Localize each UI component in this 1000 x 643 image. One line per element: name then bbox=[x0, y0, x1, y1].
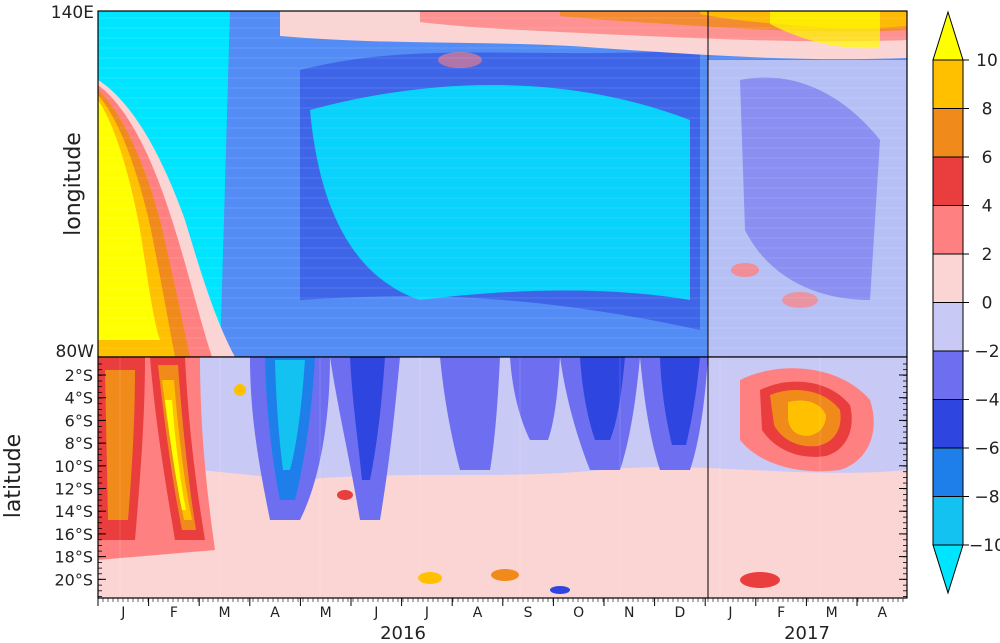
colorbar-bottom-triangle bbox=[932, 544, 964, 595]
month-label: D bbox=[675, 605, 686, 621]
top-y-top-label: 140E bbox=[51, 3, 94, 23]
year-label: 2016 bbox=[380, 623, 426, 643]
lat-tick-label: 4°S bbox=[65, 389, 93, 408]
colorbar-tick-label: −6 bbox=[974, 439, 999, 459]
colorbar-swatch bbox=[932, 496, 964, 546]
colorbar-tick-label: 10 bbox=[976, 51, 998, 71]
lat-tick-label: 20°S bbox=[54, 570, 93, 589]
top-heatmap-field bbox=[98, 11, 907, 357]
bottom-y-axis-title: latitude bbox=[1, 434, 26, 518]
month-label: J bbox=[424, 605, 429, 621]
lat-tick-label: 16°S bbox=[54, 525, 93, 544]
top-y-axis-title: longitude bbox=[61, 132, 86, 236]
colorbar-tick-label: 0 bbox=[982, 294, 993, 314]
colorbar-swatch bbox=[932, 205, 964, 255]
month-label: S bbox=[524, 605, 533, 621]
colorbar-tick-label: 8 bbox=[982, 100, 993, 120]
colorbar-swatch bbox=[932, 447, 964, 497]
lat-tick-label: 18°S bbox=[54, 548, 93, 567]
month-label: O bbox=[573, 605, 584, 621]
year-label: 2017 bbox=[784, 623, 830, 643]
colorbar-swatch bbox=[932, 350, 964, 400]
bottom-panel: 2°S 4°S 6°S 8°S 10°S 12°S 14°S 16°S 18°S 20°S lat… bbox=[1, 356, 908, 599]
month-label: A bbox=[878, 605, 888, 621]
x-axis: J F M A M J J A S O N D J F M A 2016 2017 bbox=[97, 598, 904, 643]
colorbar: 10 8 6 4 2 0 −2 −4 −6 −8 −10 bbox=[932, 10, 1000, 595]
colorbar-swatch bbox=[932, 59, 964, 109]
colorbar-swatch bbox=[932, 302, 964, 352]
month-label: M bbox=[218, 605, 230, 621]
colorbar-top-triangle bbox=[932, 10, 964, 61]
lat-tick-label: 14°S bbox=[54, 502, 93, 521]
month-label: J bbox=[727, 605, 732, 621]
month-label: N bbox=[624, 605, 634, 621]
colorbar-swatch bbox=[932, 108, 964, 158]
lat-tick-label: 12°S bbox=[54, 480, 93, 499]
colorbar-swatch bbox=[932, 253, 964, 303]
colorbar-tick-label: −8 bbox=[974, 488, 999, 508]
month-label: A bbox=[270, 605, 280, 621]
month-label: M bbox=[826, 605, 838, 621]
month-label: J bbox=[373, 605, 378, 621]
lat-tick-label: 8°S bbox=[65, 434, 93, 453]
top-panel: 140E 80W longitude bbox=[51, 3, 908, 362]
month-label: M bbox=[320, 605, 332, 621]
colorbar-tick-label: −4 bbox=[974, 391, 999, 411]
month-label: F bbox=[777, 605, 785, 621]
colorbar-swatch bbox=[932, 156, 964, 206]
colorbar-tick-label: −2 bbox=[974, 342, 999, 362]
top-y-bottom-label: 80W bbox=[56, 342, 95, 362]
month-label: A bbox=[473, 605, 483, 621]
colorbar-tick-label: −10 bbox=[969, 536, 1000, 556]
colorbar-tick-label: 2 bbox=[982, 245, 993, 265]
colorbar-swatch bbox=[932, 399, 964, 449]
month-label: F bbox=[170, 605, 178, 621]
bottom-heatmap-field bbox=[98, 357, 907, 598]
lat-tick-label: 10°S bbox=[54, 457, 93, 476]
colorbar-tick-label: 4 bbox=[982, 197, 993, 217]
bottom-y-ticks: 2°S 4°S 6°S 8°S 10°S 12°S 14°S 16°S 18°S 20°S bbox=[54, 363, 907, 597]
lat-tick-label: 6°S bbox=[65, 411, 93, 430]
colorbar-tick-label: 6 bbox=[982, 148, 993, 168]
month-label: J bbox=[120, 605, 125, 621]
lat-tick-label: 2°S bbox=[65, 366, 93, 385]
